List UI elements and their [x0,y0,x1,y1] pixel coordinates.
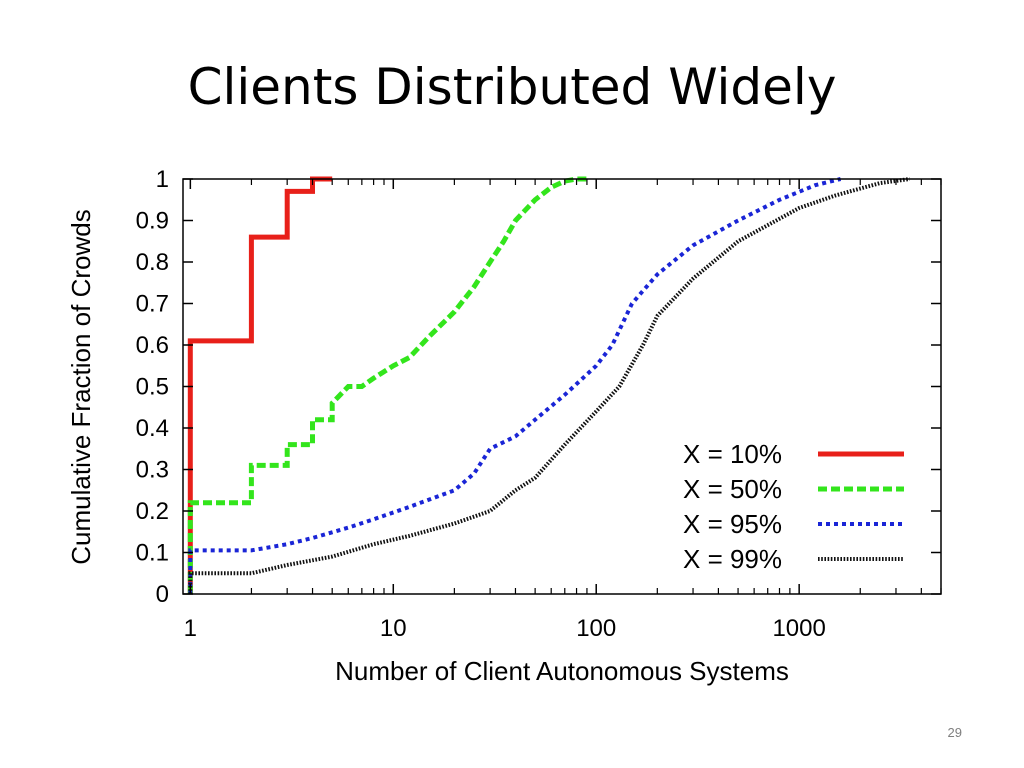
y-tick-label: 0.1 [136,540,169,567]
y-tick-label: 0.5 [136,374,169,401]
x-tick-label: 100 [576,615,616,642]
series-layer [187,176,910,594]
series-line-2 [187,176,587,594]
ticks-layer [183,178,942,595]
x-tick-label: 1000 [772,615,825,642]
x-tick-label: 1 [184,615,197,642]
y-tick-label: 0.6 [136,332,169,359]
y-axis-title: Cumulative Fraction of Crowds [66,209,96,564]
legend-label: X = 50% [683,474,782,504]
y-tick-label: 0.7 [136,291,169,318]
slide-number: 29 [947,725,962,740]
tick-labels-layer: 0 0.1 0.2 0.3 0.4 0.5 0.6 0.7 0.8 0.9 1 1 10 100 1000 [136,166,826,642]
y-tick-label: 0.9 [136,208,169,235]
series-line-3 [188,177,842,594]
plot-frame [182,178,942,595]
x-axis-title: Number of Client Autonomous Systems [335,656,789,686]
legend-label: X = 95% [683,509,782,539]
legend: X = 10% X = 50% X = 95% X = 99% [683,439,904,574]
x-tick-label: 10 [380,615,407,642]
y-tick-label: 0.8 [136,249,169,276]
slide-title: Clients Distributed Widely [187,58,837,116]
y-tick-label: 0.3 [136,457,169,484]
legend-label: X = 10% [683,439,782,469]
y-tick-label: 0 [156,581,169,608]
y-tick-label: 0.4 [136,415,169,442]
series-line-4 [188,177,910,594]
legend-label: X = 99% [683,544,782,574]
y-tick-label: 0.2 [136,498,169,525]
y-tick-label: 1 [156,166,169,193]
series-line-1 [187,176,333,594]
